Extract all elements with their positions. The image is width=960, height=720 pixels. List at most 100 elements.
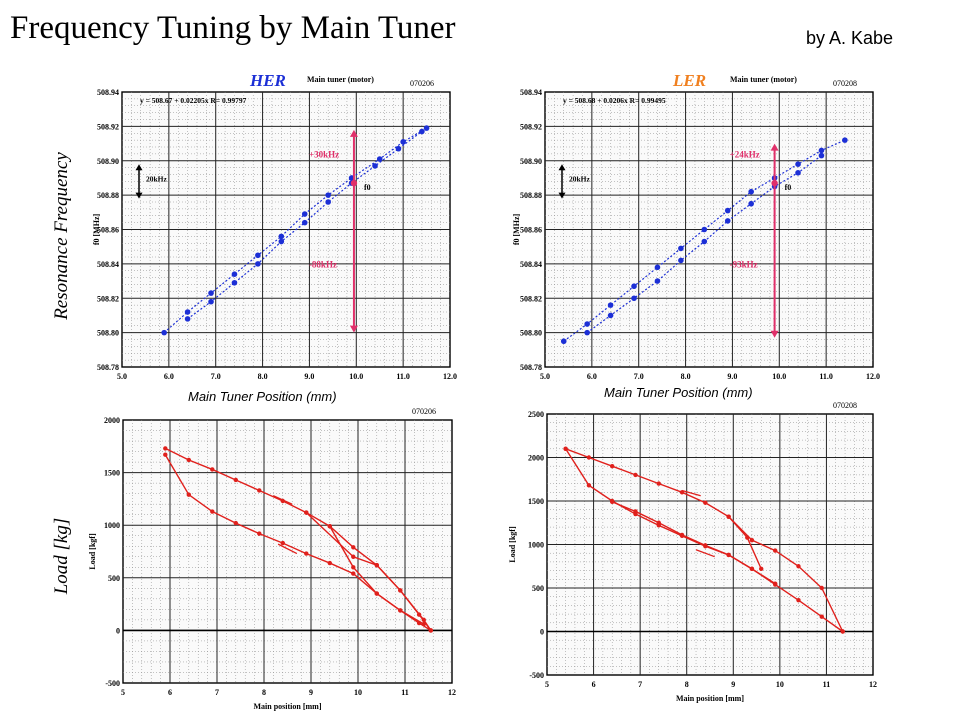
data-point (633, 472, 638, 478)
x-axis-label: Main position [mm] (254, 702, 322, 711)
x-tick-label: 5.0 (117, 372, 127, 381)
chart-ler-frequency: 5.0 6.0 7.0 8.0 9.0 10.0 11.0 12.0 508.78 508.80 5… (505, 65, 890, 385)
x-tick-label: 10 (776, 680, 784, 689)
y-tick-label: 508.82 (97, 294, 119, 303)
data-point (398, 608, 403, 613)
data-point (795, 161, 801, 167)
data-point (840, 629, 845, 634)
y-tick-label: 508.84 (97, 260, 119, 269)
data-point (395, 145, 402, 152)
scale-arrow-head-top (135, 164, 143, 171)
data-point (210, 509, 215, 514)
x-tick-label: 5 (121, 688, 125, 697)
data-point (584, 321, 590, 327)
x-tick-label: 10.0 (349, 372, 363, 381)
x-tick-label: 7 (638, 680, 642, 689)
series-line (305, 512, 432, 631)
y-tick-label: 508.90 (97, 157, 119, 166)
data-point (280, 540, 285, 546)
data-point (586, 455, 592, 460)
data-point (210, 467, 215, 472)
range-arrow-head-bottom (349, 325, 358, 333)
x-tick-label: 12.0 (866, 372, 880, 381)
range-arrow-head-bottom (770, 330, 779, 338)
data-point (631, 283, 637, 290)
data-point (325, 192, 331, 198)
data-point (654, 278, 661, 284)
data-point (678, 257, 684, 264)
annotation-plus: +30kHz (309, 149, 339, 159)
chart-code-label: 070208 (833, 79, 857, 88)
y-tick-label: -500 (529, 671, 544, 680)
data-point (374, 562, 379, 568)
chart-code-label: 070206 (410, 79, 434, 88)
x-tick-label: 5 (545, 680, 549, 689)
x-tick-label: 8 (685, 680, 689, 689)
data-point (749, 566, 755, 572)
chart-her-load: 5 6 7 8 9 10 11 12 -500 0 500 1000 1500 2000 Load [kgf… (85, 405, 470, 715)
data-point (607, 302, 614, 308)
data-point (208, 298, 214, 305)
data-point (586, 483, 592, 488)
annotation-minus: -93kHz (730, 259, 758, 269)
data-point (748, 200, 754, 207)
data-point (184, 309, 191, 315)
data-point (795, 169, 801, 176)
y-tick-label: 508.88 (520, 191, 542, 200)
data-point (701, 226, 708, 233)
data-point (654, 264, 661, 271)
chart-subtitle: Main tuner (motor) (730, 75, 797, 84)
data-point (819, 585, 824, 591)
data-point (842, 137, 848, 143)
x-tick-label: 9 (309, 688, 313, 697)
y-tick-label: -500 (105, 679, 120, 688)
data-point (304, 551, 309, 556)
x-tick-label: 12 (448, 688, 456, 697)
direction-arrow (681, 489, 701, 497)
series-line (163, 127, 427, 334)
y-tick-label: 508.86 (97, 226, 119, 235)
data-point (231, 279, 238, 286)
author-byline: by A. Kabe (806, 28, 894, 48)
chart-her-frequency-svg: 5.0 6.0 7.0 8.0 9.0 10.0 11.0 12.0 508.78 508.80 5… (92, 71, 457, 381)
data-point (255, 261, 261, 267)
y-tick-label: 508.82 (520, 294, 542, 303)
y-tick-label: 1500 (528, 497, 544, 506)
f0-marker (350, 179, 358, 187)
data-point (233, 520, 238, 526)
y-tick-label: 508.86 (520, 226, 542, 235)
x-tick-label: 9.0 (304, 372, 314, 381)
data-point (278, 238, 285, 245)
x-tick-label: 11 (401, 688, 409, 697)
data-point (703, 543, 708, 548)
range-arrow-head-top (770, 143, 779, 151)
data-point (301, 211, 308, 217)
x-axis-label: Main position [mm] (676, 694, 744, 703)
chart-code-label: 070208 (833, 401, 857, 410)
data-point (327, 524, 332, 529)
x-tick-label: 8.0 (681, 372, 691, 381)
x-tick-label: 7.0 (211, 372, 221, 381)
data-point (584, 329, 590, 336)
annotation-f0: f0 (364, 183, 371, 192)
y-tick-label: 500 (108, 574, 120, 583)
data-point (724, 207, 731, 214)
data-point (416, 612, 422, 617)
y-tick-label: 1500 (104, 469, 120, 478)
data-point (231, 271, 238, 277)
data-point (255, 252, 261, 259)
y-tick-label: 508.80 (97, 329, 119, 338)
data-point (398, 588, 403, 593)
annotation-minus: -88kHz (309, 259, 337, 269)
y-tick-label: 2000 (104, 416, 120, 425)
data-point (372, 163, 378, 169)
x-tick-label: 9 (731, 680, 735, 689)
data-point (749, 537, 755, 543)
data-point (163, 446, 168, 451)
series-line (611, 501, 776, 585)
data-point (374, 591, 379, 596)
y-axis-label-load: Load [kg] (51, 517, 72, 595)
data-point (678, 245, 684, 252)
x-tick-label: 11 (823, 680, 831, 689)
y-tick-label: 508.92 (520, 122, 542, 131)
